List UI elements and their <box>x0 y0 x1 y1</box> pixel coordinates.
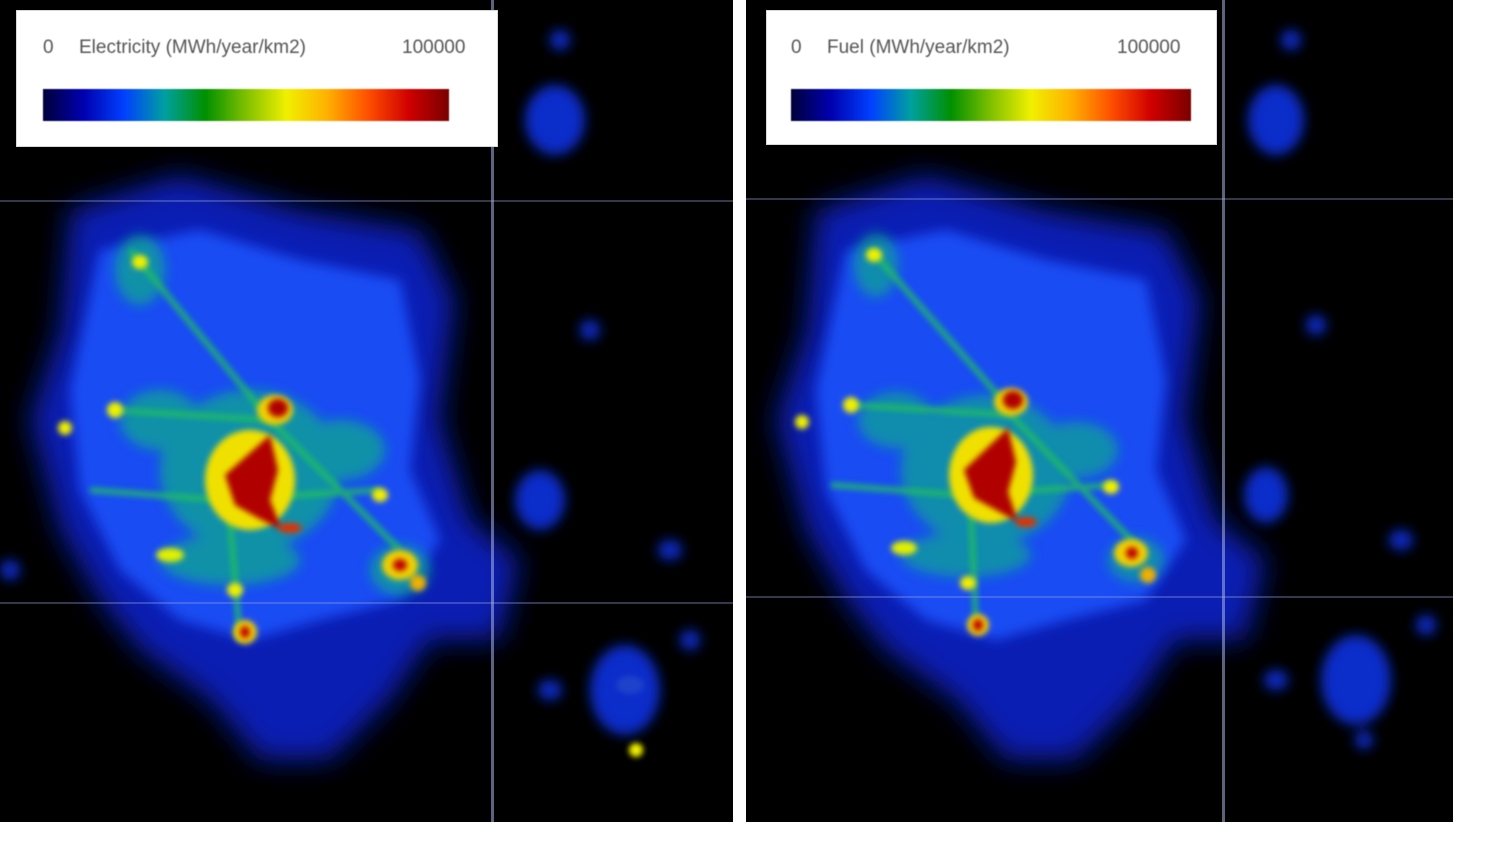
map-gridline <box>491 0 494 822</box>
map-gridline <box>1222 0 1225 822</box>
legend-title: Fuel (MWh/year/km2) <box>827 37 1010 58</box>
fuel-heatmap <box>776 30 1436 760</box>
legend-max-value: 100000 <box>1117 37 1181 58</box>
map-gridline <box>0 602 733 604</box>
legend-min-value: 0 <box>43 37 54 58</box>
fuel-map-panel: 0 Fuel (MWh/year/km2) 100000 <box>746 0 1453 822</box>
map-gridline <box>746 596 1453 598</box>
legend-color-bar <box>43 89 449 121</box>
outlying-clusters <box>0 30 700 735</box>
peak-density-spots <box>225 399 407 638</box>
legend-min-value: 0 <box>791 37 802 58</box>
legend-color-bar <box>791 89 1191 121</box>
peak-density-spots <box>964 391 1138 631</box>
map-gridline <box>0 200 733 202</box>
electricity-heatmap <box>0 30 700 760</box>
legend-title: Electricity (MWh/year/km2) <box>79 37 306 58</box>
electricity-map-panel: 0 Electricity (MWh/year/km2) 100000 <box>0 0 733 822</box>
legend-max-value: 100000 <box>402 37 466 58</box>
map-gridline <box>746 198 1453 200</box>
outlying-clusters <box>1244 30 1436 749</box>
fuel-legend: 0 Fuel (MWh/year/km2) 100000 <box>766 10 1217 145</box>
electricity-legend: 0 Electricity (MWh/year/km2) 100000 <box>16 10 498 147</box>
